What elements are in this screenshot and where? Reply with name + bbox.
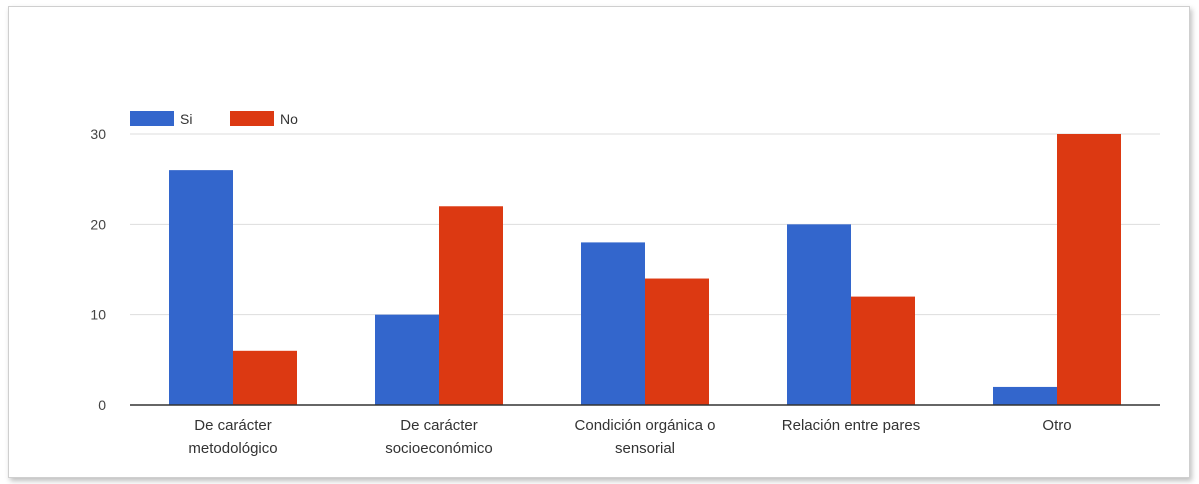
y-tick-label: 30 xyxy=(90,126,106,142)
bar-si-3 xyxy=(787,224,851,405)
legend-swatch-si xyxy=(130,111,174,126)
x-category-label: De carácter xyxy=(400,417,478,434)
bar-si-0 xyxy=(169,170,233,405)
y-tick-label: 20 xyxy=(90,216,106,232)
bar-si-1 xyxy=(375,314,439,405)
bar-si-4 xyxy=(993,386,1057,405)
bar-no-4 xyxy=(1057,134,1121,405)
legend-label-si: Si xyxy=(180,111,192,127)
x-category-label: metodológico xyxy=(188,440,277,457)
y-tick-label: 10 xyxy=(90,307,106,323)
bar-no-3 xyxy=(851,296,915,405)
bar-si-2 xyxy=(581,242,645,405)
bar-no-2 xyxy=(645,278,709,405)
x-category-label: De carácter xyxy=(194,417,272,434)
legend: Si No xyxy=(130,111,298,127)
bars xyxy=(169,134,1121,405)
x-category-label: sensorial xyxy=(615,440,675,457)
bar-no-0 xyxy=(233,350,297,405)
x-category-label: socioeconómico xyxy=(385,440,493,457)
x-category-label: Condición orgánica o xyxy=(575,417,716,434)
legend-label-no: No xyxy=(280,111,298,127)
x-category-label: Otro xyxy=(1042,417,1071,434)
legend-swatch-no xyxy=(230,111,274,126)
bar-no-1 xyxy=(439,206,503,405)
x-category-label: Relación entre pares xyxy=(782,417,920,434)
y-axis: 0 10 20 30 xyxy=(90,126,106,413)
y-tick-label: 0 xyxy=(98,397,106,413)
x-axis: De carácter metodológico De carácter socioe… xyxy=(130,404,1160,457)
